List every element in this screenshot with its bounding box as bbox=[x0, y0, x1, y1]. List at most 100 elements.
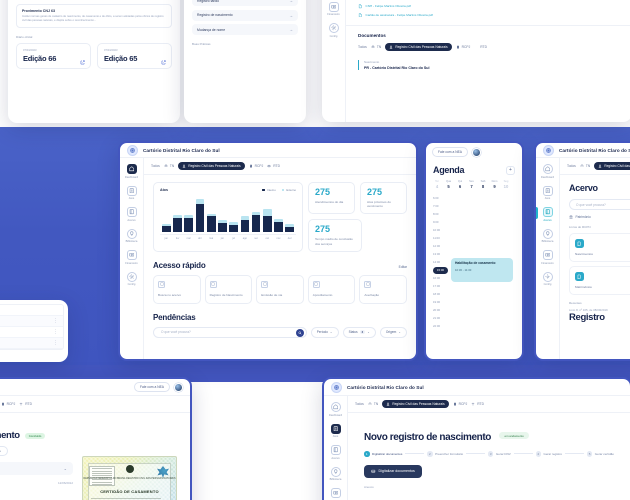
agenda-time-slot[interactable]: 12:00 bbox=[433, 244, 440, 248]
agenda-time-slot[interactable]: 7:00 bbox=[433, 204, 439, 208]
agenda-time-slot[interactable]: 16:00 bbox=[433, 276, 440, 280]
quick-access-card[interactable]: Registro de Nascimento bbox=[204, 274, 253, 304]
tab-rcpn[interactable]: Registro Civil das Pessoas Naturais bbox=[385, 43, 452, 51]
attachment-item[interactable]: Cartão de assinatura - Felipe Martins Ol… bbox=[358, 13, 620, 18]
tab-tn[interactable]: TN bbox=[580, 164, 590, 168]
refresh-icon[interactable] bbox=[598, 494, 603, 500]
averbacao-button[interactable]: +Averbação bbox=[0, 446, 8, 456]
sidebar-item-config[interactable]: Config bbox=[120, 271, 143, 286]
sidebar-item-financeiro[interactable]: Financeiro bbox=[322, 1, 345, 16]
agenda-day[interactable]: Sáb 8 bbox=[479, 180, 487, 189]
tab-rcpj[interactable]: RCPJ bbox=[1, 402, 15, 406]
agenda-time-slot[interactable]: 20:00 bbox=[433, 308, 440, 312]
agenda-time-slot[interactable]: 17:00 bbox=[433, 284, 440, 288]
agenda-time-slot[interactable]: 19:00 bbox=[433, 300, 440, 304]
step-item[interactable]: 5 Gerar certidão bbox=[586, 451, 614, 457]
filter-origem[interactable]: Origem ⌄ bbox=[379, 326, 407, 338]
tab-rtd[interactable]: RTD bbox=[471, 402, 484, 406]
agenda-day[interactable]: Qui 6 bbox=[456, 180, 464, 189]
tab-rtd[interactable]: RTD bbox=[267, 164, 280, 168]
table-row[interactable]: WhatsApp ⋮ bbox=[0, 338, 63, 349]
edition-card[interactable]: 07/04/2023 Edição 65 bbox=[97, 43, 172, 70]
sidebar-item-atos[interactable]: Atos bbox=[120, 185, 143, 200]
agenda-time-slot[interactable]: 22:00 bbox=[433, 324, 440, 328]
sidebar-item-atos[interactable]: Atos bbox=[536, 185, 559, 200]
recent-item[interactable]: Livro 8, nº 105, de 08/09/2019 Registro bbox=[569, 308, 630, 323]
sidebar-item-dashboard[interactable]: Dashboard bbox=[536, 164, 559, 179]
search-icon[interactable] bbox=[295, 329, 304, 338]
sidebar-item-biblioteca[interactable]: Biblioteca bbox=[536, 228, 559, 243]
attachment-row[interactable]: Certidão de nascimento - Ana Beatriz da … bbox=[364, 494, 614, 500]
agenda-time-slot[interactable]: 13:00 bbox=[433, 252, 440, 256]
sidebar-item-acervo[interactable]: Acervo bbox=[536, 207, 559, 222]
step-item[interactable]: 4 Gerar registro bbox=[535, 451, 562, 457]
sidebar-item-financeiro[interactable]: Financeiro bbox=[536, 250, 559, 265]
sidebar-item-acervo[interactable]: Acervo bbox=[324, 445, 347, 460]
acervo-filter-patrimonio[interactable]: Patrimônio bbox=[569, 215, 630, 219]
trash-icon[interactable] bbox=[610, 494, 615, 500]
sidebar-item-biblioteca[interactable]: Biblioteca bbox=[324, 466, 347, 481]
filter-periodo[interactable]: Período ⌄ bbox=[310, 326, 339, 338]
quick-access-card[interactable]: Averbação bbox=[359, 274, 407, 304]
external-link-icon[interactable] bbox=[80, 52, 85, 70]
step-item[interactable]: 2 Preencher formulário bbox=[427, 451, 463, 457]
edit-icon[interactable] bbox=[587, 494, 592, 500]
talk-nea-button[interactable]: Fale com a NEA bbox=[133, 382, 170, 392]
acervo-search-input[interactable]: O que você procura? bbox=[569, 199, 630, 210]
agenda-day[interactable]: Qua 5 bbox=[445, 180, 453, 189]
tab-rtd[interactable]: RTD bbox=[474, 45, 487, 49]
row-menu-icon[interactable]: ⋮ bbox=[53, 339, 58, 346]
tab-todos[interactable]: Todos bbox=[358, 45, 367, 49]
details-accordion[interactable]: ⌄ bbox=[0, 462, 73, 475]
tab-rcpj[interactable]: RCPJ bbox=[456, 45, 470, 49]
agenda-time-slot[interactable]: 18:00 bbox=[433, 292, 440, 296]
avatar[interactable] bbox=[472, 147, 482, 157]
person-row[interactable]: Pedro Nunes 12/06/2012 bbox=[0, 481, 73, 485]
tab-rtd[interactable]: RTD bbox=[19, 402, 32, 406]
table-row[interactable]: Balcão ⋮ bbox=[0, 327, 63, 338]
filter-status[interactable]: Status 2 ⌄ bbox=[342, 326, 376, 338]
agenda-day[interactable]: Dom 9 bbox=[491, 180, 499, 189]
agenda-time-slot[interactable]: 6:00 bbox=[433, 196, 439, 200]
sidebar-item-dashboard[interactable]: Dashboard bbox=[120, 164, 143, 179]
agenda-time-slot[interactable]: 9:00 bbox=[433, 220, 439, 224]
tab-todos[interactable]: Todos bbox=[151, 164, 160, 168]
step-item[interactable]: 1 Digitalizar documentos bbox=[364, 451, 402, 457]
tab-tn[interactable]: TN bbox=[164, 164, 174, 168]
agenda-time-slot[interactable]: 21:00 bbox=[433, 316, 440, 320]
search-input[interactable]: O que você procura? bbox=[153, 326, 307, 338]
edit-link[interactable]: Editar bbox=[398, 264, 407, 269]
sidebar-item-financeiro[interactable]: Financeiro bbox=[324, 488, 347, 500]
tab-rcpn[interactable]: Registro Civil das Pessoas Naturais bbox=[178, 162, 245, 170]
link-row[interactable]: Registro de nascimento → bbox=[192, 9, 298, 21]
attachment-item[interactable]: CNH - Felipe Martins Oliveira.pdf bbox=[358, 4, 620, 9]
agenda-time-slot[interactable]: 10:00 bbox=[433, 228, 440, 232]
sidebar-item-atos[interactable]: Atos bbox=[324, 423, 347, 438]
sidebar-item-biblioteca[interactable]: Biblioteca bbox=[120, 228, 143, 243]
tab-rcpn[interactable]: Registro Civil das Pessoas Naturais bbox=[382, 400, 449, 408]
sidebar-item-config[interactable]: Config bbox=[536, 271, 559, 286]
book-card[interactable]: Nascimentos bbox=[569, 233, 630, 262]
agenda-time-slot[interactable]: 8:00 bbox=[433, 212, 439, 216]
table-row[interactable]: Mensagens ⋮ bbox=[0, 316, 63, 327]
certificate-preview[interactable]: REPÚBLICA FEDERATIVA DO BRASIL REGISTRO … bbox=[82, 456, 177, 500]
agenda-day[interactable]: Ter 4 bbox=[433, 180, 441, 189]
talk-nea-button[interactable]: Fale com a NEA bbox=[432, 147, 469, 157]
agenda-time-slot[interactable]: 14:00 bbox=[433, 260, 440, 264]
link-row[interactable]: Mudança de nome → bbox=[192, 24, 298, 35]
sidebar-item-financeiro[interactable]: Financeiro bbox=[120, 250, 143, 265]
external-link-icon[interactable] bbox=[161, 52, 166, 70]
document-entry[interactable]: Nascimento PR - Cartório Distrital Rio C… bbox=[358, 60, 620, 70]
tab-rcpj[interactable]: RCPJ bbox=[453, 402, 467, 406]
quick-access-card[interactable]: Apostilamento bbox=[307, 274, 356, 304]
row-menu-icon[interactable]: ⋮ bbox=[53, 317, 58, 324]
add-event-button[interactable]: + bbox=[506, 165, 515, 175]
edition-card[interactable]: 07/04/2023 Edição 66 bbox=[16, 43, 91, 70]
sidebar-item-dashboard[interactable]: Dashboard bbox=[324, 402, 347, 417]
tab-todos[interactable]: Todos bbox=[355, 402, 364, 406]
quick-access-card[interactable]: Busca no acervo bbox=[153, 274, 201, 304]
step-item[interactable]: 3 Gerar DNV bbox=[487, 451, 511, 457]
digitalizar-documentos-button[interactable]: Digitalizar documentos bbox=[364, 464, 422, 478]
link-row[interactable]: Registro tardio → bbox=[192, 0, 298, 6]
tab-tn[interactable]: TN bbox=[371, 45, 381, 49]
